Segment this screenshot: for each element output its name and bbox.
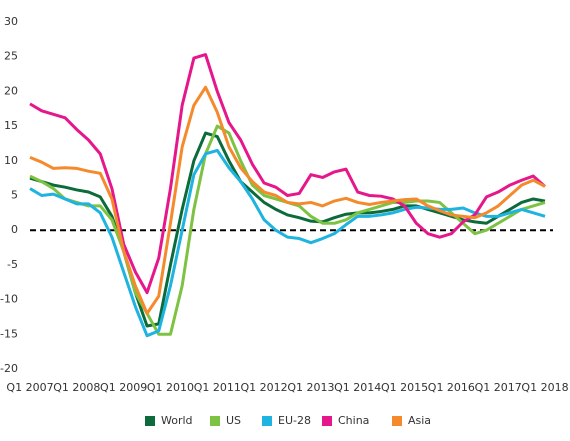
x-tick-label: Q1 2015 (381, 381, 428, 394)
legend-label: World (161, 414, 193, 427)
legend-label: EU-28 (278, 414, 311, 427)
y-tick-label: 10 (4, 154, 18, 167)
legend-swatch (210, 416, 220, 426)
x-tick-label: Q1 2010 (147, 381, 194, 394)
y-tick-label: -10 (0, 293, 18, 306)
legend-swatch (262, 416, 272, 426)
y-tick-label: 20 (4, 84, 18, 97)
y-tick-label: 30 (4, 15, 18, 28)
x-tick-label: Q1 2013 (287, 381, 334, 394)
x-tick-label: Q1 2009 (100, 381, 147, 394)
x-tick-label: Q1 2018 (521, 381, 568, 394)
legend-swatch (392, 416, 402, 426)
series-line (29, 85, 546, 315)
x-tick-label: Q1 2008 (53, 381, 100, 394)
y-tick-label: 25 (4, 50, 18, 63)
y-tick-label: -5 (7, 258, 18, 271)
x-tick-label: Q1 2017 (475, 381, 522, 394)
x-tick-label: Q1 2011 (194, 381, 241, 394)
y-tick-label: 0 (11, 223, 18, 236)
legend-swatch (145, 416, 155, 426)
legend-label: China (338, 414, 369, 427)
legend-swatch (322, 416, 332, 426)
x-tick-label: Q1 2007 (6, 381, 53, 394)
x-tick-label: Q1 2016 (428, 381, 475, 394)
legend-label: Asia (408, 414, 431, 427)
x-tick-label: Q1 2012 (241, 381, 288, 394)
y-tick-label: -20 (0, 362, 18, 375)
y-tick-label: 5 (11, 189, 18, 202)
series-line (29, 53, 546, 295)
series-line (29, 148, 546, 338)
x-tick-label: Q1 2014 (334, 381, 381, 394)
y-tick-label: -15 (0, 327, 18, 340)
y-tick-label: 15 (4, 119, 18, 132)
legend-label: US (226, 414, 241, 427)
